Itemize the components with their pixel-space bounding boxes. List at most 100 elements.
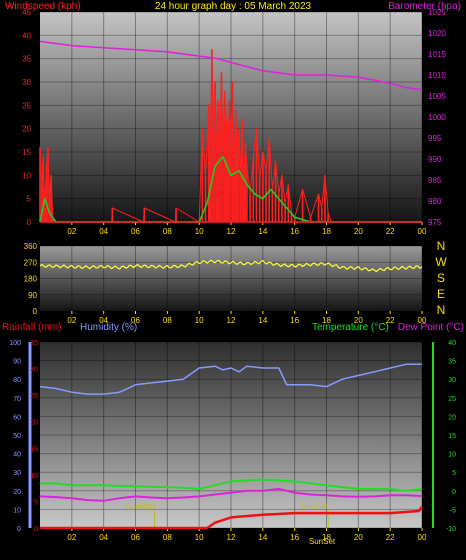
rain-y-tick-label: 35: [30, 340, 38, 347]
temperature-y-tick-label: 30: [448, 377, 456, 384]
mid-x-tick-label: 22: [386, 316, 395, 325]
humidity-y-tick-label: 90: [13, 359, 21, 366]
rain-y-tick-label: 10: [30, 473, 38, 480]
temperature-y-tick-label: 15: [448, 433, 456, 440]
top-x-tick-label: 06: [131, 227, 140, 236]
bot-x-tick-label: 22: [386, 533, 395, 542]
rain-y-tick-label: 15: [30, 446, 38, 453]
barometer-y-tick-label: 995: [428, 134, 442, 143]
rain-y-tick-label: 25: [30, 393, 38, 400]
direction-y-tick-label: 360: [24, 242, 38, 251]
barometer-line: [39, 40, 423, 91]
mid-x-tick-label: 02: [67, 316, 76, 325]
wind-y-tick-label: 35: [22, 55, 31, 64]
bot-x-tick-label: 14: [258, 533, 267, 542]
top-x-tick-label: 02: [67, 227, 76, 236]
compass-label-w: W: [435, 255, 447, 269]
top-x-tick-label: 16: [290, 227, 299, 236]
bot-x-tick-label: 08: [163, 533, 172, 542]
sunset-bottom-label: SunSet: [309, 537, 336, 546]
top-x-tick-label: 20: [354, 227, 363, 236]
bot-x-tick-label: 02: [67, 533, 76, 542]
bot-x-tick-label: 04: [99, 533, 108, 542]
wind-y-tick-label: 15: [22, 148, 31, 157]
wind-direction-line: [39, 259, 423, 273]
wind-gust-line: [39, 48, 422, 223]
direction-y-tick-label: 90: [28, 291, 37, 300]
barometer-y-tick-label: 990: [428, 155, 442, 164]
bot-x-tick-label: 16: [290, 533, 299, 542]
barometer-y-tick-label: 1025: [428, 8, 446, 17]
rainfall-line: [40, 505, 424, 530]
mid-x-tick-label: 12: [227, 316, 236, 325]
bot-x-tick-label: 18: [322, 533, 331, 542]
bot-x-tick-label: 06: [131, 533, 140, 542]
humidity-y-tick-label: 80: [13, 377, 21, 384]
wind-y-tick-label: 0: [27, 218, 32, 227]
wind-y-tick-label: 20: [22, 125, 31, 134]
barometer-y-tick-label: 1005: [428, 92, 446, 101]
direction-y-tick-label: 270: [24, 258, 38, 267]
top-x-tick-label: 00: [418, 227, 427, 236]
humidity-y-tick-label: 50: [13, 433, 21, 440]
temperature-axis-label: Temperature (°C): [312, 322, 389, 333]
rain-y-tick-label: 30: [30, 367, 38, 374]
humidity-y-tick-label: 60: [13, 414, 21, 421]
top-x-tick-label: 12: [227, 227, 236, 236]
humidity-y-tick-label: 100: [9, 340, 21, 347]
barometer-y-tick-label: 975: [428, 218, 442, 227]
wind-y-tick-label: 5: [27, 195, 32, 204]
wind-y-tick-label: 10: [22, 171, 31, 180]
rain-y-tick-label: 0: [34, 526, 38, 533]
direction-y-tick-label: 180: [24, 275, 38, 284]
dewpoint-line: [39, 487, 423, 502]
barometer-y-tick-label: 1015: [428, 50, 446, 59]
top-x-tick-label: 18: [322, 227, 331, 236]
rainfall-axis-label: Rainfall (mm): [2, 322, 61, 333]
barometer-y-tick-label: 1010: [428, 71, 446, 80]
temperature-y-tick-label: 5: [452, 470, 456, 477]
bot-x-tick-label: 20: [354, 533, 363, 542]
compass-label-n: N: [437, 239, 446, 253]
rain-y-tick-label: 5: [34, 499, 38, 506]
bot-x-tick-label: 00: [418, 533, 427, 542]
temperature-y-tick-label: 40: [448, 340, 456, 347]
dewpoint-axis-label: Dew Point (°C): [398, 322, 464, 333]
humidity-axis-label: Humidity (%): [80, 322, 137, 333]
humidity-y-tick-label: 20: [13, 489, 21, 496]
mid-x-tick-label: 20: [354, 316, 363, 325]
compass-label-e: E: [437, 287, 445, 301]
mid-x-tick-label: 16: [290, 316, 299, 325]
mid-x-tick-label: 18: [322, 316, 331, 325]
humidity-y-tick-label: 40: [13, 452, 21, 459]
wind-y-tick-label: 30: [22, 78, 31, 87]
compass-label-s: S: [437, 271, 445, 285]
mid-x-tick-label: 06: [131, 316, 140, 325]
humidity-line: [39, 363, 422, 395]
mid-x-tick-label: 08: [163, 316, 172, 325]
wind-y-tick-label: 45: [22, 8, 31, 17]
barometer-axis-label: Barometer (hpa): [388, 1, 461, 12]
temperature-y-tick-label: -5: [450, 507, 456, 514]
top-x-tick-label: 14: [258, 227, 267, 236]
top-x-tick-label: 08: [163, 227, 172, 236]
top-x-tick-label: 04: [99, 227, 108, 236]
barometer-y-tick-label: 985: [428, 176, 442, 185]
mid-x-tick-label: 10: [195, 316, 204, 325]
wind-y-tick-label: 40: [22, 31, 31, 40]
barometer-y-tick-label: 1000: [428, 113, 446, 122]
direction-panel-background: [40, 246, 422, 311]
top-x-tick-label: 22: [386, 227, 395, 236]
top-x-tick-label: 10: [195, 227, 204, 236]
mid-x-tick-label: 04: [99, 316, 108, 325]
temperature-y-tick-label: 10: [448, 452, 456, 459]
mid-x-tick-label: 14: [258, 316, 267, 325]
rain-y-tick-label: 20: [30, 420, 38, 427]
direction-y-tick-label: 0: [33, 307, 38, 316]
sunrise-label: SunRise: [125, 502, 156, 511]
wind-axis-label: Windspeed (kph): [5, 1, 81, 12]
temperature-y-tick-label: -10: [446, 526, 456, 533]
wind-y-tick-label: 25: [22, 101, 31, 110]
